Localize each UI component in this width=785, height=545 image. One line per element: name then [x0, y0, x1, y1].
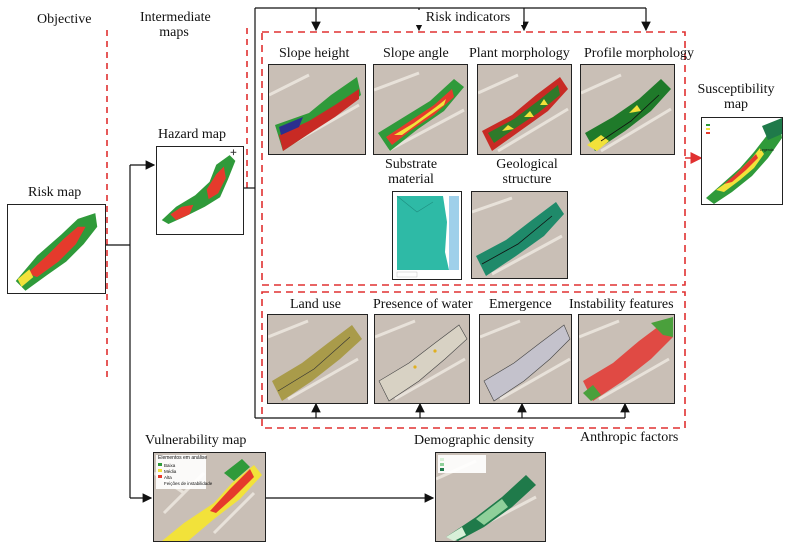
demographic-density-map	[435, 452, 546, 542]
emergence-map	[479, 314, 572, 404]
heading-risk-indicators: Risk indicators	[413, 10, 523, 25]
presence-of-water-map	[374, 314, 470, 404]
risk-map-image	[7, 204, 106, 294]
heading-objective: Objective	[37, 12, 92, 27]
instability-features-map	[578, 314, 675, 404]
plant-morphology-map	[477, 64, 572, 155]
hazard-map-image	[156, 146, 244, 235]
vulnerability-map-label: Vulnerability map	[145, 433, 247, 448]
emergence-label: Emergence	[489, 297, 552, 312]
slope-height-map	[268, 64, 366, 155]
slope-angle-map	[373, 64, 468, 155]
vulnerability-legend-item: Alta	[164, 475, 172, 480]
instability-features-label: Instability features	[569, 297, 674, 312]
vulnerability-legend-title: Elementos em análise	[158, 455, 208, 461]
demographic-density-label: Demographic density	[414, 433, 535, 448]
susceptibility-map-label: Susceptibility map	[697, 82, 775, 112]
vulnerability-legend-item: Média	[164, 469, 177, 474]
heading-intermediate-maps: Intermediate maps	[140, 10, 211, 40]
vulnerability-map-image: Elementos em análise Baixa Média Alta Fe…	[153, 452, 266, 542]
susceptibility-legend-title: Legenda	[760, 148, 774, 152]
profile-morphology-map	[580, 64, 675, 155]
slope-angle-label: Slope angle	[383, 46, 449, 61]
land-use-label: Land use	[290, 297, 341, 312]
vulnerability-legend-item: Baixa	[164, 463, 176, 468]
hazard-map-label: Hazard map	[158, 127, 227, 142]
risk-map-label: Risk map	[28, 185, 82, 200]
plant-morphology-label: Plant morphology	[469, 46, 570, 61]
profile-morphology-label: Profile morphology	[584, 46, 695, 61]
land-use-map	[267, 314, 368, 404]
heading-anthropic-factors: Anthropic factors	[580, 430, 679, 445]
presence-of-water-label: Presence of water	[373, 297, 473, 312]
substrate-material-map	[392, 191, 462, 280]
susceptibility-map-image: Legenda	[701, 117, 783, 205]
slope-height-label: Slope height	[279, 46, 350, 61]
vulnerability-legend-item: Feições de instabilidade	[164, 481, 213, 486]
risk-indicators-box	[261, 31, 686, 286]
anthropic-factors-box	[261, 291, 686, 429]
geological-structure-label: Geological structure	[496, 157, 558, 187]
substrate-material-label: Substrate material	[384, 157, 438, 187]
geological-structure-map	[471, 191, 568, 279]
